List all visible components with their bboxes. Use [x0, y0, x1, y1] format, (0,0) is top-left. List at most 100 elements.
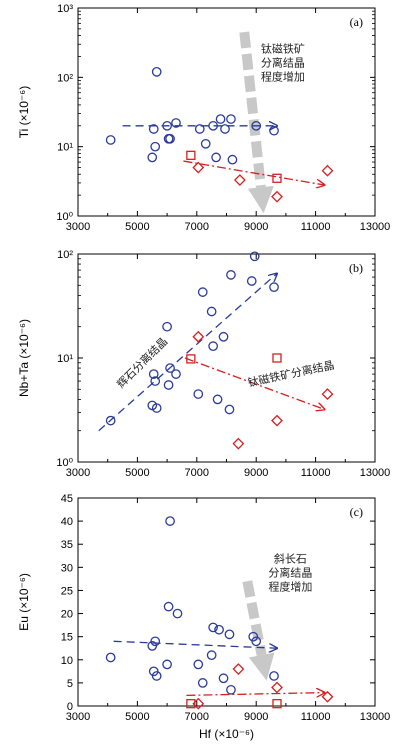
y-tick-label-c: 10 — [61, 655, 73, 667]
x-tick-label-a: 9000 — [244, 221, 268, 233]
data-point-circle-c — [163, 601, 174, 612]
data-point-circle-a — [200, 138, 211, 149]
y-tick-label-a: 10³ — [57, 3, 73, 15]
data-point-diamond-b — [271, 414, 283, 427]
y-tick-label-b: 10⁰ — [56, 457, 73, 469]
data-point-circle-b — [162, 321, 172, 332]
trend-fat-arrow-head-c — [248, 652, 275, 681]
data-point-circle-a — [211, 152, 221, 163]
data-point-circle-c — [214, 624, 224, 635]
data-point-circle-b — [249, 251, 260, 262]
annotation-line: 斜长石 — [274, 553, 307, 566]
data-point-circle-a — [105, 135, 116, 145]
data-point-circle-c — [218, 673, 229, 684]
x-tick-label-c: 9000 — [244, 711, 268, 723]
trend-fat-arrow-shaft-c — [242, 580, 267, 657]
data-point-circle-b — [171, 369, 181, 379]
data-point-circle-a — [162, 120, 172, 131]
trend-fat-arrow-shaft-a — [239, 31, 266, 188]
y-tick-label-b: 10¹ — [57, 353, 73, 365]
data-point-circle-a — [208, 120, 218, 131]
data-point-circle-c — [206, 650, 217, 661]
data-point-circle-a — [165, 133, 175, 144]
annotation-b-0: 辉石分离结晶 — [114, 334, 171, 391]
data-point-square-a — [186, 150, 196, 160]
panel-label-b: (b) — [349, 261, 363, 275]
data-point-diamond-a — [233, 174, 246, 186]
trend-line-c-0 — [113, 640, 277, 648]
data-point-square-a — [272, 173, 282, 183]
x-tick-label-a: 7000 — [185, 221, 209, 233]
trend-fat-arrow-head-a — [247, 185, 274, 214]
data-point-circle-b — [197, 287, 208, 297]
y-axis-title-c: Eu (×10⁻⁶) — [17, 573, 31, 631]
data-point-circle-a — [227, 154, 238, 165]
data-point-circle-a — [150, 141, 161, 152]
trend-line-a-1 — [183, 160, 324, 185]
data-point-circle-b — [150, 376, 161, 386]
data-point-circle-a — [269, 125, 279, 136]
annotation-line: 程度增加 — [261, 69, 305, 83]
data-point-circle-a — [220, 124, 230, 134]
y-tick-label-c: 20 — [61, 609, 73, 621]
data-point-circle-a — [148, 124, 159, 134]
x-tick-label-b: 9000 — [244, 467, 268, 479]
annotation-line: 程度增加 — [268, 580, 312, 594]
data-point-circle-b — [193, 389, 204, 399]
y-tick-label-c: 15 — [61, 632, 73, 644]
panel-label-a: (a) — [350, 15, 363, 29]
x-tick-label-b: 5000 — [125, 467, 149, 479]
data-point-diamond-b — [232, 437, 245, 450]
y-tick-label-c: 35 — [61, 539, 73, 551]
data-point-diamond-a — [271, 190, 283, 203]
data-point-diamond-b — [192, 330, 205, 343]
data-point-square-c — [272, 699, 282, 709]
data-point-diamond-c — [321, 690, 334, 703]
y-tick-label-c: 5 — [67, 678, 73, 690]
data-point-circle-b — [163, 380, 174, 390]
panel-a: 3000 5000 7000 9000 11000 13000 10⁰ 10¹ 10² 10³ Ti… — [17, 3, 390, 233]
data-point-circle-b — [165, 363, 175, 373]
data-point-circle-a — [251, 120, 262, 131]
annotation-line: 钛磁铁矿分离结晶 — [247, 358, 336, 390]
data-point-circle-a — [226, 114, 236, 124]
data-point-circle-c — [251, 636, 262, 647]
annotation-line: 分离结晶 — [268, 566, 312, 580]
annotation-a-0: 钛磁铁矿分离结晶程度增加 — [261, 41, 305, 83]
y-axis-title-a: Ti (×10⁻⁶) — [17, 86, 31, 139]
x-tick-label-c: 11000 — [301, 711, 331, 723]
x-tick-label-c: 5000 — [125, 711, 149, 723]
data-point-diamond-a — [192, 161, 205, 174]
annotation-c-0: 斜长石分离结晶程度增加 — [268, 553, 312, 594]
x-tick-label-c: 7000 — [185, 711, 209, 723]
x-tick-label-b: 7000 — [185, 467, 209, 479]
data-point-circle-a — [147, 152, 158, 163]
trend-line-c-1 — [186, 693, 324, 696]
x-tick-label-a: 11000 — [301, 221, 331, 233]
data-point-diamond-b — [321, 388, 334, 400]
data-point-circle-c — [105, 652, 116, 663]
data-point-circle-c — [193, 659, 204, 670]
data-point-circle-c — [208, 622, 218, 633]
data-point-circle-b — [151, 403, 162, 413]
data-point-circle-b — [212, 394, 223, 405]
data-point-circle-b — [269, 282, 279, 293]
annotation-line: 辉石分离结晶 — [114, 334, 171, 391]
data-point-circle-a — [151, 66, 162, 77]
x-tick-label-b: 13000 — [360, 467, 391, 479]
data-point-circle-a — [215, 114, 226, 124]
y-tick-label-c: 30 — [61, 562, 73, 574]
data-point-diamond-a — [321, 164, 334, 177]
data-point-circle-a — [194, 124, 205, 134]
x-tick-label-b: 3000 — [66, 467, 90, 479]
data-point-circle-b — [148, 369, 159, 379]
data-point-circle-b — [208, 341, 218, 351]
data-point-circle-c — [197, 678, 208, 688]
x-tick-label-c: 13000 — [360, 711, 391, 723]
data-point-circle-b — [206, 306, 217, 317]
y-tick-label-c: 0 — [67, 701, 73, 713]
x-tick-label-a: 3000 — [66, 221, 90, 233]
annotation-b-1: 钛磁铁矿分离结晶 — [247, 358, 336, 390]
data-point-circle-b — [224, 404, 235, 415]
